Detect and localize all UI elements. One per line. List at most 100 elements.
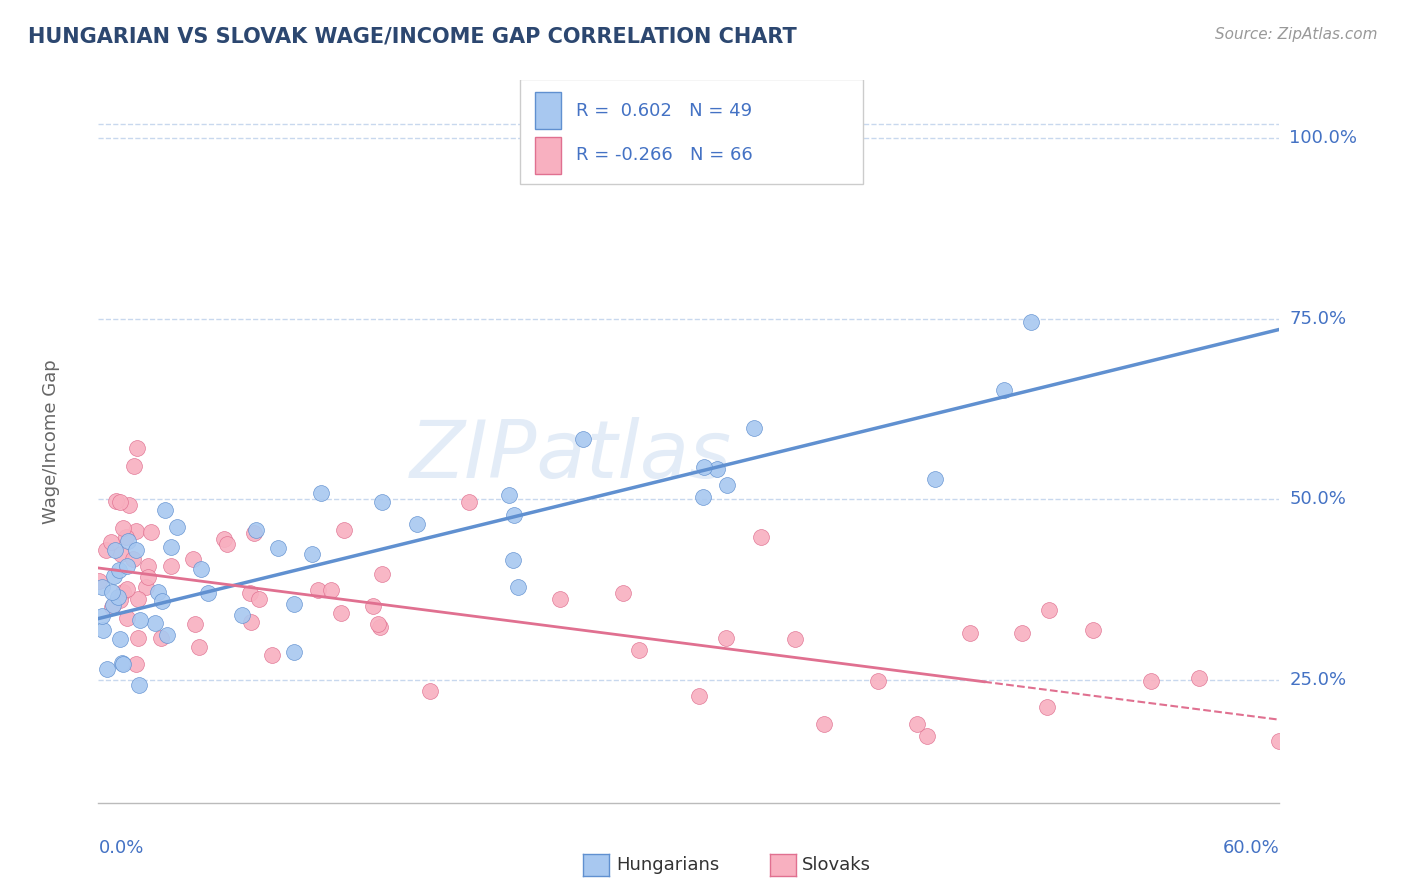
Text: 60.0%: 60.0% bbox=[1223, 838, 1279, 857]
Point bbox=[187, 640, 209, 655]
Point bbox=[238, 586, 260, 600]
Point bbox=[924, 472, 946, 486]
Point bbox=[127, 592, 149, 607]
Point bbox=[330, 606, 353, 620]
Text: 100.0%: 100.0% bbox=[1289, 129, 1357, 147]
Point bbox=[115, 530, 138, 544]
Point bbox=[104, 543, 127, 558]
Text: 0.0%: 0.0% bbox=[98, 838, 143, 857]
Point bbox=[110, 547, 132, 561]
Point bbox=[548, 591, 571, 606]
Point bbox=[159, 540, 181, 554]
Point bbox=[319, 582, 342, 597]
Point bbox=[1019, 315, 1042, 329]
Point bbox=[103, 569, 125, 583]
Point bbox=[128, 678, 150, 692]
Point bbox=[419, 683, 441, 698]
Text: R =  0.602   N = 49: R = 0.602 N = 49 bbox=[575, 102, 752, 120]
Point bbox=[155, 628, 177, 642]
Point bbox=[108, 563, 131, 577]
Point bbox=[917, 729, 939, 743]
Point bbox=[368, 620, 391, 634]
Point bbox=[136, 570, 159, 584]
Point bbox=[247, 591, 270, 606]
FancyBboxPatch shape bbox=[536, 92, 561, 129]
Point bbox=[108, 632, 131, 646]
Point bbox=[136, 559, 159, 574]
Point bbox=[311, 485, 333, 500]
Text: R = -0.266   N = 66: R = -0.266 N = 66 bbox=[575, 146, 752, 164]
Point bbox=[111, 521, 134, 535]
Point bbox=[245, 523, 267, 537]
Point bbox=[367, 617, 389, 632]
Point bbox=[111, 657, 134, 671]
Point bbox=[240, 615, 263, 630]
Point bbox=[115, 558, 138, 573]
Point bbox=[124, 459, 146, 474]
Point bbox=[1140, 674, 1163, 689]
Point bbox=[361, 599, 384, 613]
Point bbox=[125, 657, 148, 672]
Point bbox=[406, 516, 429, 531]
Point bbox=[124, 524, 146, 539]
Point bbox=[905, 717, 928, 731]
Point bbox=[148, 584, 170, 599]
Point bbox=[143, 615, 166, 630]
Point bbox=[458, 495, 481, 509]
Point bbox=[688, 689, 710, 703]
Point bbox=[502, 553, 524, 567]
Point bbox=[129, 613, 152, 627]
Point bbox=[506, 580, 529, 594]
Point bbox=[107, 590, 129, 604]
Point bbox=[627, 642, 650, 657]
Text: ZIPatlas: ZIPatlas bbox=[409, 417, 733, 495]
Point bbox=[100, 535, 122, 549]
Point bbox=[118, 498, 141, 512]
Point bbox=[101, 599, 124, 614]
Point bbox=[150, 631, 173, 645]
Point bbox=[333, 523, 356, 537]
Point bbox=[166, 520, 188, 534]
Point bbox=[307, 582, 329, 597]
Point bbox=[742, 420, 765, 434]
Text: 75.0%: 75.0% bbox=[1289, 310, 1347, 327]
Point bbox=[813, 717, 835, 731]
Point bbox=[283, 644, 305, 658]
Point bbox=[866, 673, 889, 688]
Point bbox=[190, 562, 212, 576]
Point bbox=[100, 585, 122, 599]
Text: Wage/Income Gap: Wage/Income Gap bbox=[42, 359, 60, 524]
Point bbox=[993, 383, 1015, 397]
Point bbox=[612, 586, 634, 600]
Point bbox=[231, 608, 253, 623]
Point bbox=[135, 580, 157, 594]
Point bbox=[371, 495, 394, 509]
Point bbox=[127, 631, 149, 645]
Point bbox=[785, 632, 807, 647]
Point bbox=[197, 586, 219, 600]
Text: 25.0%: 25.0% bbox=[1289, 671, 1347, 689]
Text: Slovaks: Slovaks bbox=[801, 856, 870, 874]
Point bbox=[693, 460, 716, 475]
Point bbox=[242, 526, 264, 541]
Point bbox=[101, 598, 124, 612]
Point bbox=[91, 623, 114, 637]
Point bbox=[141, 524, 163, 539]
Point bbox=[94, 543, 117, 558]
Point bbox=[1011, 626, 1033, 640]
Point bbox=[716, 478, 738, 492]
Point bbox=[1038, 603, 1060, 617]
Text: 50.0%: 50.0% bbox=[1289, 491, 1346, 508]
Point bbox=[498, 488, 520, 502]
Point bbox=[122, 552, 145, 566]
Point bbox=[108, 494, 131, 508]
Point bbox=[283, 598, 305, 612]
Point bbox=[706, 462, 728, 476]
Point bbox=[105, 494, 128, 508]
Point bbox=[91, 609, 114, 624]
Point bbox=[108, 593, 131, 607]
Point bbox=[267, 541, 290, 556]
Point bbox=[1083, 623, 1105, 637]
Point bbox=[692, 490, 714, 504]
Point bbox=[1268, 734, 1291, 748]
